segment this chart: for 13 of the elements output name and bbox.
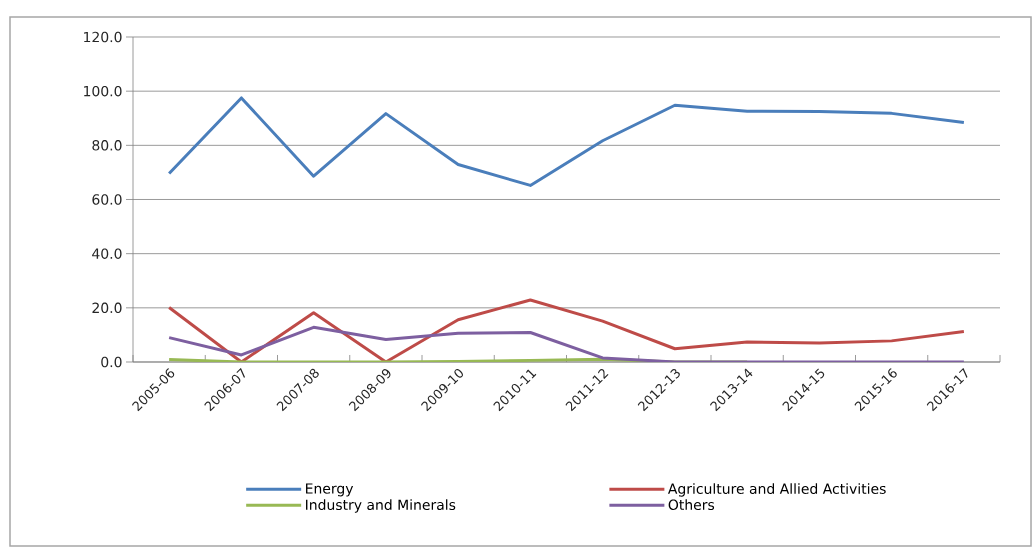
y-tick-label: 40.0 — [92, 248, 122, 259]
y-tick-label: 60.0 — [92, 194, 122, 205]
legend-label: Industry and Minerals — [306, 499, 456, 513]
y-tick-label: 100.0 — [84, 85, 122, 97]
y-tick-label: 0.0 — [101, 356, 122, 368]
line-series — [167, 96, 966, 187]
line-series — [167, 298, 966, 362]
y-tick-label: 80.0 — [92, 140, 122, 151]
y-tick-label: 20.0 — [92, 302, 122, 314]
legend-label: Others — [668, 499, 715, 511]
legend-label: Energy — [306, 483, 354, 497]
legend-label: Agriculture and Allied Activities — [667, 483, 886, 497]
y-tick-label: 120.0 — [84, 31, 122, 43]
